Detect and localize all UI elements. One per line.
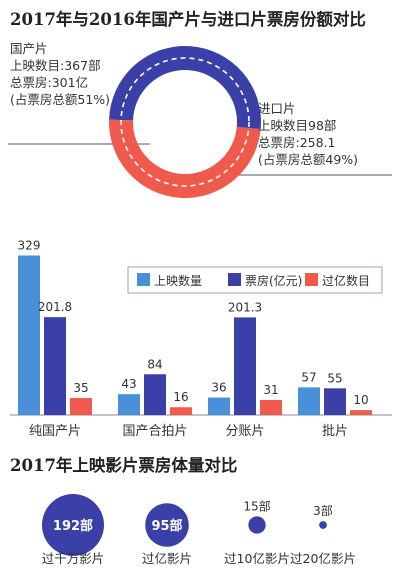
domestic-label: 国产片 [10, 41, 48, 56]
bar-value-label: 35 [73, 381, 88, 395]
bubble-value-label: 95部 [151, 518, 182, 534]
bar-revenue-share-s2 [260, 399, 282, 415]
imported-label: 进口片 [258, 101, 296, 116]
bubble-value-label: 15部 [243, 498, 270, 513]
bubble-value-label: 3部 [313, 503, 333, 518]
bar-domestic-pure-s2 [70, 398, 92, 415]
domestic-share: (占票房总额51%) [10, 92, 111, 107]
donut-slice-domestic [109, 46, 261, 130]
category-label-domestic-pure: 纯国产片 [29, 424, 81, 439]
legend-label-0: 上映数量 [154, 273, 202, 288]
bar-value-label: 201.8 [38, 300, 72, 314]
bubble-over-10m [42, 494, 104, 556]
domestic-count: 上映数目:367部 [10, 58, 101, 73]
bubble-value-label: 192部 [53, 518, 93, 534]
imported-count: 上映数目98部 [258, 118, 337, 133]
bar-domestic-pure-s1 [44, 317, 66, 415]
bar-co-production-s2 [170, 407, 192, 415]
bar-value-label: 201.3 [228, 300, 262, 314]
bar-co-production-s1 [144, 374, 166, 415]
donut-chart [8, 46, 392, 199]
domestic-box-office: 总票房:301亿 [10, 75, 89, 90]
bar-value-label: 43 [121, 377, 136, 391]
bubble-category-label: 过千万影片 [42, 551, 105, 566]
bar-value-label: 84 [147, 357, 162, 371]
bubble-over-2b [319, 521, 327, 529]
bar-co-production-s0 [118, 394, 140, 415]
legend-swatch-0 [137, 273, 150, 286]
bar-value-label: 57 [301, 370, 316, 384]
bar-value-label: 55 [327, 371, 342, 385]
imported-box-office: 总票房:258.1 [258, 135, 336, 150]
bar-value-label: 329 [18, 240, 41, 252]
bar-chart: 329 201.8 35 纯国产片 43 84 16 国产合拍片 36 201.3 31 分账片 57 5… [10, 240, 392, 439]
legend-label-2: 过亿数目 [322, 273, 370, 288]
legend-box [127, 266, 383, 294]
bar-revenue-share-s1 [234, 317, 256, 415]
category-label-co-production: 国产合拍片 [122, 424, 187, 439]
bubble-category-label: 过10亿影片 [224, 551, 290, 566]
bar-flat-fee-s2 [350, 410, 372, 415]
bar-flat-fee-s0 [298, 387, 320, 415]
legend-swatch-2 [305, 273, 318, 286]
bubble-chart-title: 2017年上映影片票房体量对比 [10, 456, 238, 475]
bar-domestic-pure-s0 [18, 255, 40, 415]
donut-dashed-ring [120, 57, 250, 187]
bar-value-label: 10 [353, 393, 368, 407]
bubble-over-100m [145, 503, 189, 547]
imported-share: (占票房总额49%) [258, 152, 359, 167]
bubble-over-1b [248, 516, 266, 534]
bar-revenue-share-s0 [208, 397, 230, 415]
category-label-flat-fee: 批片 [322, 424, 348, 439]
legend-swatch-1 [228, 273, 241, 286]
bar-flat-fee-s1 [324, 388, 346, 415]
legend: 上映数量 票房(亿元) 过亿数目 [127, 266, 383, 294]
legend-label-1: 票房(亿元) [245, 273, 302, 288]
bubble-category-label: 过亿影片 [142, 551, 192, 566]
bubble-category-label: 过20亿影片 [290, 551, 356, 566]
bar-value-label: 36 [211, 381, 226, 395]
donut-ring [109, 46, 261, 199]
donut-chart-title: 2017年与2016年国产片与进口片票房份额对比 [10, 10, 366, 29]
bar-value-label: 16 [173, 390, 188, 404]
category-label-revenue-share: 分账片 [225, 424, 264, 439]
donut-slice-imported [109, 119, 261, 199]
bar-value-label: 31 [263, 383, 278, 397]
